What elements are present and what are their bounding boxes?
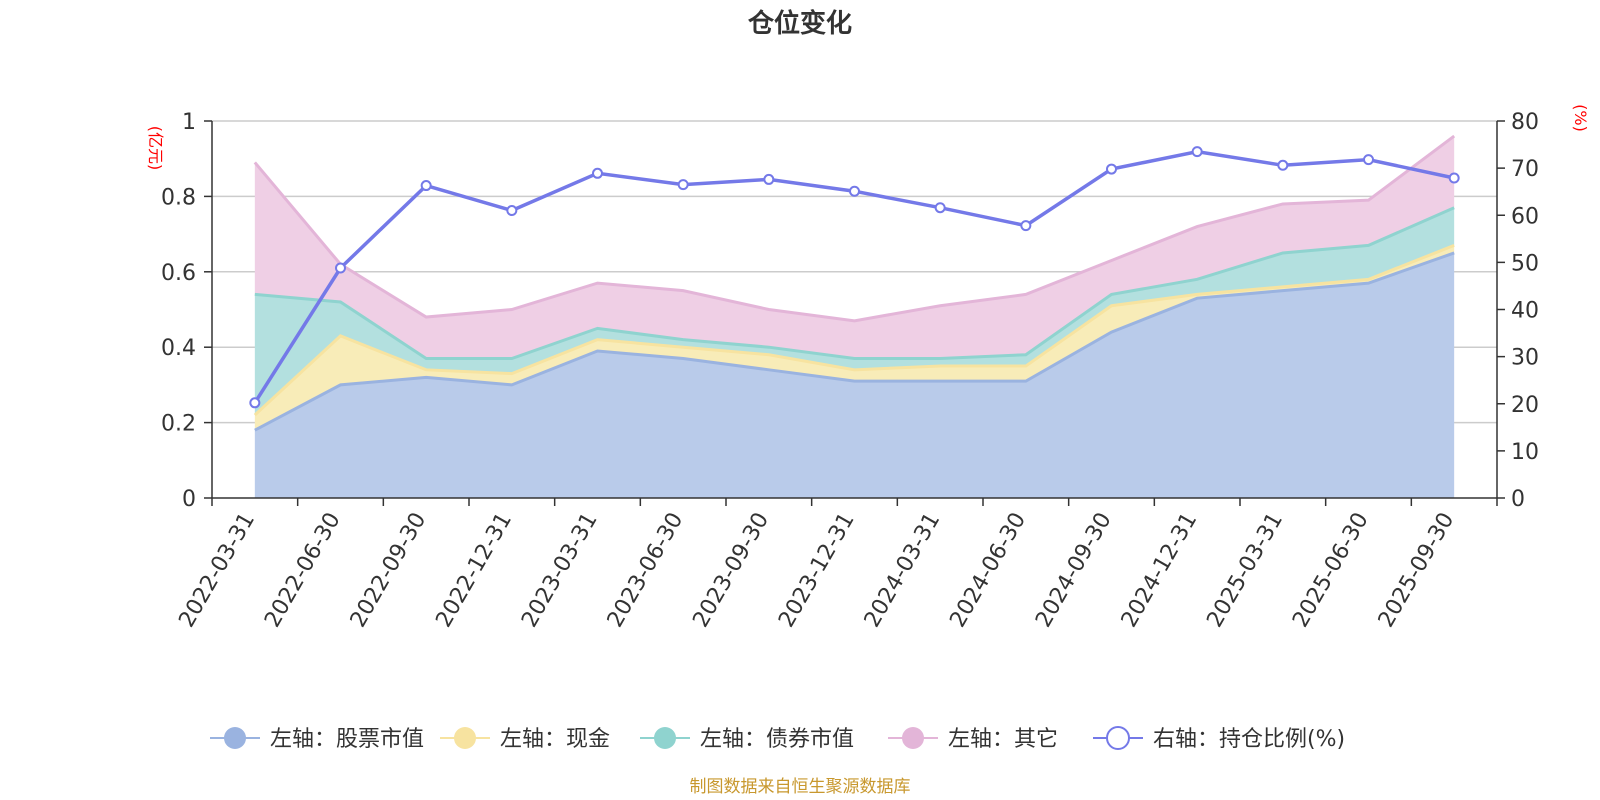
- ratio-point: [506, 205, 518, 217]
- ratio-point: [934, 202, 946, 214]
- x-axis-label: 2022-06-30: [260, 509, 346, 632]
- ratio-point: [1191, 146, 1203, 158]
- ratio-point: [1363, 154, 1374, 166]
- legend: 左轴：股票市值 左轴：现金 左轴：债券市值 左轴：其它 右轴：持仓比例(%): [210, 726, 1345, 752]
- ratio-point: [1277, 159, 1289, 171]
- legend-label: 右轴：持仓比例(%): [1153, 727, 1345, 752]
- stacked-areas: [253, 134, 1456, 498]
- right-axis-tick-label: 50: [1511, 251, 1539, 276]
- x-axis-label: 2024-03-31: [860, 509, 946, 632]
- legend-marker-icon: [902, 727, 924, 749]
- legend-item[interactable]: 左轴：现金: [440, 727, 610, 752]
- ratio-point: [420, 180, 432, 192]
- right-axis-tick-label: 40: [1511, 299, 1539, 324]
- x-axis-label: 2022-12-31: [431, 509, 517, 632]
- x-axis-label: 2025-06-30: [1288, 509, 1374, 632]
- legend-marker-icon: [454, 727, 476, 749]
- data-source-note: 制图数据来自恒生聚源数据库: [690, 777, 911, 797]
- legend-label: 左轴：现金: [500, 727, 610, 752]
- right-axis-tick-label: 0: [1511, 487, 1525, 512]
- ratio-point: [1106, 163, 1117, 175]
- legend-item[interactable]: 右轴：持仓比例(%): [1093, 726, 1345, 752]
- left-axis-tick-label: 0.2: [161, 412, 196, 437]
- right-axis-tick-label: 20: [1511, 393, 1539, 418]
- legend-label: 左轴：其它: [948, 727, 1058, 752]
- right-axis-tick-label: 60: [1511, 204, 1539, 229]
- legend-marker-icon: [1106, 726, 1130, 750]
- area-fill-3: [254, 136, 1455, 359]
- left-axis-tick-label: 0: [182, 487, 196, 512]
- legend-label: 左轴：股票市值: [270, 727, 424, 752]
- left-axis-tick-label: 0.8: [161, 185, 196, 210]
- x-axis-label: 2023-03-31: [517, 509, 603, 632]
- left-axis-tick-label: 1: [182, 110, 196, 135]
- legend-marker-icon: [654, 727, 676, 749]
- area-edge-0: [254, 251, 1455, 432]
- right-axis-tick-label: 70: [1511, 157, 1539, 182]
- ratio-point: [592, 167, 603, 179]
- ratio-line-series: [249, 146, 1460, 409]
- x-axis-label: 2023-09-30: [688, 509, 774, 632]
- legend-item[interactable]: 左轴：股票市值: [210, 727, 424, 752]
- right-axis-unit: (%): [1571, 104, 1590, 132]
- area-fill-0: [254, 252, 1455, 498]
- left-axis-tick-label: 0.4: [161, 336, 196, 361]
- ratio-point: [677, 179, 689, 191]
- legend-label: 左轴：债券市值: [700, 727, 854, 752]
- ratio-point: [249, 397, 261, 409]
- right-axis-tick-label: 10: [1511, 440, 1539, 465]
- ratio-point: [849, 185, 860, 197]
- legend-marker-icon: [224, 727, 246, 749]
- left-axis-tick-label: 0.6: [161, 261, 196, 286]
- x-axis-label: 2023-06-30: [603, 509, 689, 632]
- x-axis-label: 2024-09-30: [1031, 509, 1117, 632]
- legend-item[interactable]: 左轴：债券市值: [640, 727, 854, 752]
- x-axis-label: 2025-03-31: [1202, 509, 1288, 632]
- legend-item[interactable]: 左轴：其它: [888, 727, 1058, 752]
- area-edge-3: [253, 134, 1456, 323]
- x-axis-label: 2024-06-30: [945, 509, 1031, 632]
- right-axis-tick-label: 30: [1511, 346, 1539, 371]
- x-axis-label: 2022-09-30: [346, 508, 432, 631]
- ratio-point: [1448, 172, 1460, 184]
- x-axis-label: 2024-12-31: [1117, 509, 1203, 632]
- x-axis-label: 2022-03-31: [174, 509, 260, 632]
- ratio-point: [763, 173, 775, 185]
- ratio-point: [1020, 220, 1032, 232]
- area-edge-1: [253, 244, 1455, 417]
- chart-title: 仓位变化: [747, 8, 852, 39]
- right-axis-tick-label: 80: [1511, 110, 1539, 135]
- ratio-point: [335, 262, 346, 274]
- left-axis-unit: (亿元): [146, 126, 165, 171]
- area-edge-2: [254, 206, 1455, 361]
- x-axis-label: 2025-09-30: [1374, 509, 1460, 632]
- x-axis-label: 2023-12-31: [774, 509, 860, 632]
